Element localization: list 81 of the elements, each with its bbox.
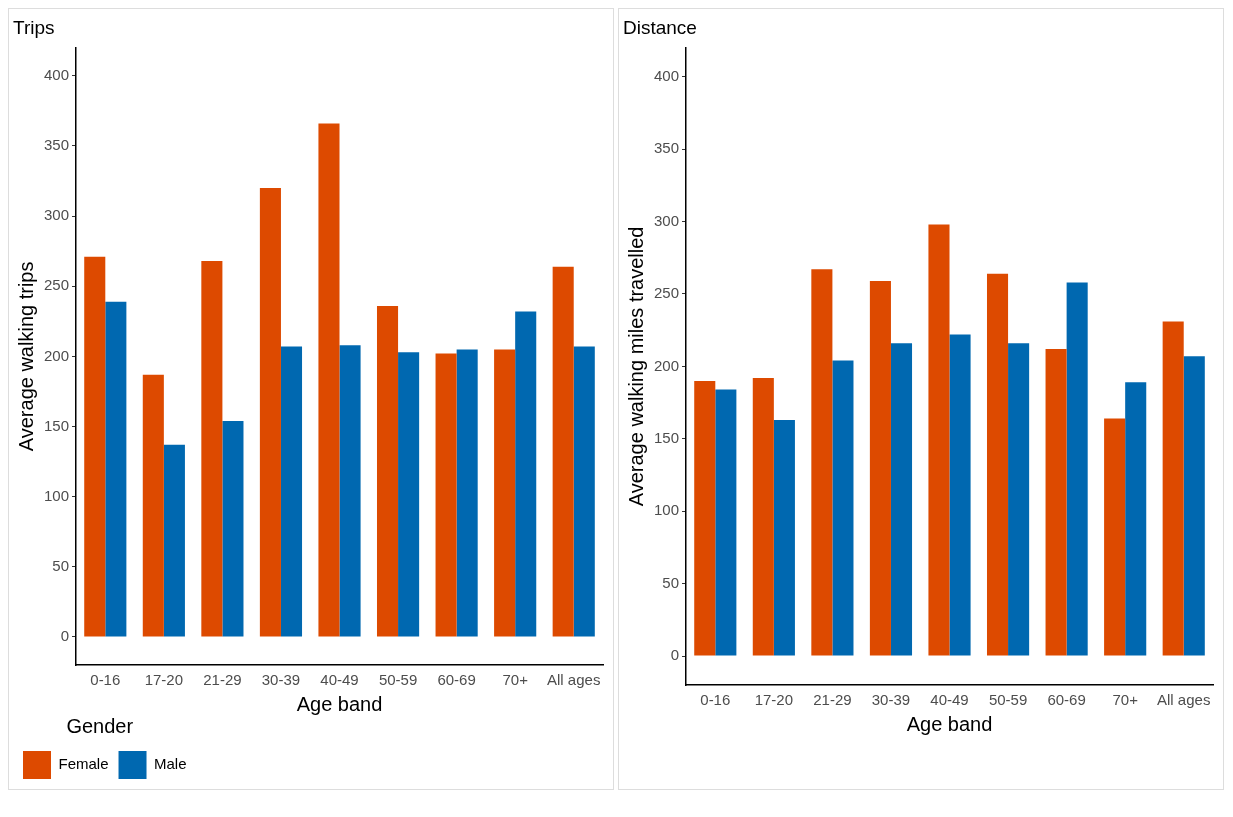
bar	[715, 389, 737, 656]
y-axis-title: Average walking miles travelled	[624, 226, 647, 507]
bar	[201, 261, 223, 637]
bar	[222, 420, 244, 637]
y-tick-label: 250	[44, 276, 70, 294]
bar	[259, 188, 281, 637]
x-tick-label: 70+	[1112, 691, 1139, 709]
bar	[1066, 282, 1088, 656]
bar	[573, 346, 595, 637]
bar	[869, 280, 891, 656]
bar	[1008, 343, 1030, 656]
y-tick-label: 0	[60, 627, 70, 645]
x-tick-label: 40-49	[930, 691, 969, 709]
legend-label: Female	[58, 755, 109, 773]
x-tick-label: All ages	[547, 671, 601, 689]
y-tick-label: 50	[662, 573, 680, 591]
bar	[435, 353, 457, 637]
y-tick-label: 0	[670, 646, 680, 664]
bar	[318, 123, 340, 637]
x-tick-label: 60-69	[1047, 691, 1086, 709]
bar	[811, 269, 833, 656]
bar	[752, 377, 774, 656]
y-tick-label: 300	[654, 211, 680, 229]
chart-title: Trips	[13, 16, 55, 38]
legend-title: Gender	[66, 714, 134, 737]
bar	[142, 374, 164, 637]
y-tick-label: 200	[44, 346, 70, 364]
bar	[376, 305, 399, 637]
bar	[1183, 356, 1205, 656]
y-tick-label: 50	[52, 556, 70, 574]
y-tick-label: 400	[44, 66, 70, 83]
y-tick-label: 100	[654, 501, 680, 519]
bar	[1045, 349, 1067, 656]
bar	[398, 352, 420, 637]
x-tick-label: All ages	[1157, 691, 1211, 709]
chart-title: Distance	[623, 16, 697, 38]
x-tick-label: 0-16	[700, 691, 731, 709]
bar	[163, 444, 185, 637]
y-tick-label: 300	[44, 206, 70, 224]
x-tick-label: 40-49	[320, 671, 359, 689]
bar	[339, 345, 361, 637]
bar	[494, 349, 516, 637]
bar	[1125, 382, 1147, 656]
y-tick-label: 350	[654, 139, 680, 157]
bar	[105, 301, 127, 637]
bar	[832, 360, 854, 656]
bar	[1104, 418, 1126, 656]
y-tick-label: 150	[654, 428, 680, 446]
legend-label: Male	[154, 755, 187, 773]
bar	[694, 380, 716, 656]
bar	[84, 256, 106, 637]
y-axis-title: Average walking trips	[14, 261, 37, 452]
x-tick-label: 0-16	[90, 671, 121, 689]
y-tick-label: 250	[654, 284, 680, 302]
y-tick-label: 150	[44, 416, 70, 434]
x-tick-label: 21-29	[203, 671, 242, 689]
bar	[773, 419, 795, 656]
x-tick-label: 60-69	[437, 671, 476, 689]
bar	[515, 311, 537, 637]
bar	[552, 266, 574, 637]
bar	[949, 334, 971, 656]
x-tick-label: 21-29	[813, 691, 852, 709]
x-tick-label: 17-20	[754, 691, 794, 709]
y-tick-label: 400	[654, 66, 680, 84]
bar	[986, 273, 1009, 656]
y-tick-label: 350	[44, 136, 70, 154]
x-tick-label: 50-59	[988, 691, 1028, 709]
bar	[280, 346, 303, 637]
y-tick-label: 200	[654, 356, 680, 374]
y-tick-label: 100	[44, 486, 70, 504]
x-tick-label: 17-20	[144, 671, 184, 689]
x-axis-title: Age band	[296, 692, 383, 715]
bar	[1162, 321, 1184, 656]
x-tick-label: 70+	[502, 671, 529, 689]
bar	[928, 224, 950, 656]
bar	[890, 343, 913, 656]
x-tick-label: 30-39	[871, 691, 911, 709]
x-axis-title: Age band	[906, 712, 993, 735]
x-tick-label: 30-39	[261, 671, 301, 689]
bar	[456, 349, 478, 637]
x-tick-label: 50-59	[378, 671, 418, 689]
